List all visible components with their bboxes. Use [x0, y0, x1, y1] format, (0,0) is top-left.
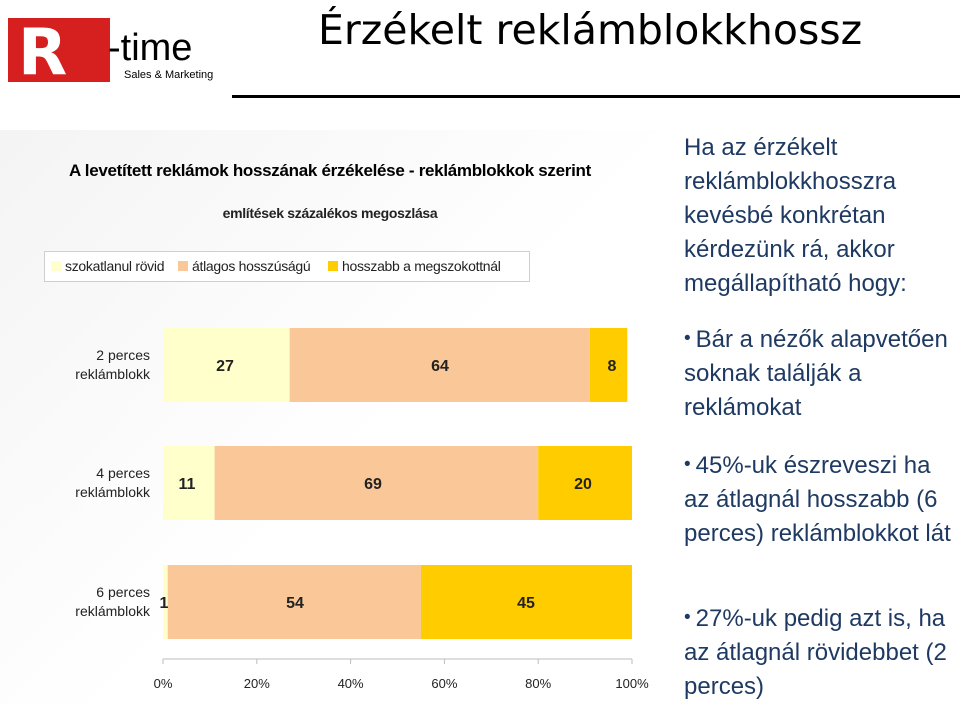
bullet-dot-icon: • — [684, 328, 691, 349]
x-tick-label: 100% — [615, 676, 649, 691]
legend-swatch-longer — [328, 261, 338, 271]
data-label: 8 — [608, 358, 617, 375]
data-label: 27 — [216, 358, 234, 375]
bullet-text: 45%-uk észreveszi ha az átlagnál hosszab… — [684, 452, 951, 547]
logo-tagline: Sales & Marketing — [124, 69, 213, 81]
logo-word: -time — [108, 27, 192, 69]
data-label: 1 — [160, 595, 169, 612]
logo-letter: R — [18, 18, 67, 82]
data-label: 20 — [574, 476, 592, 493]
x-tick-label: 0% — [154, 676, 173, 691]
bar-segment — [163, 565, 168, 639]
bullet-item: • Bár a nézők alapvetően soknak találják … — [684, 322, 960, 425]
legend-label-average: átlagos hosszúságú — [192, 258, 311, 274]
bar-segment — [538, 446, 632, 520]
category-label: 4 perces reklámblokk — [75, 465, 151, 500]
x-tick-label: 80% — [525, 676, 551, 691]
bar-segment — [163, 328, 290, 402]
bar-segment — [214, 446, 539, 520]
chart-legend: szokatlanul rövid átlagos hosszúságú hos… — [44, 251, 530, 282]
intro-text: Ha az érzékelt reklámblokkhosszra kevésb… — [684, 134, 907, 297]
legend-item-longer: hosszabb a megszokottnál — [328, 258, 501, 274]
x-tick-label: 40% — [338, 676, 364, 691]
data-label: 69 — [364, 476, 382, 493]
legend-item-average: átlagos hosszúságú — [178, 258, 311, 274]
x-tick-label: 60% — [431, 676, 457, 691]
data-label: 11 — [179, 476, 196, 493]
chart-subtitle: említések százalékos megoszlása — [222, 205, 438, 221]
r-time-logo: R -time Sales & Marketing — [8, 16, 230, 90]
bar-segment — [589, 328, 628, 402]
data-label: 64 — [431, 358, 449, 375]
data-label: 54 — [286, 595, 304, 612]
legend-swatch-average — [178, 261, 188, 271]
bullet-item: • 27%-uk pedig azt is, ha az átlagnál röv… — [684, 601, 960, 704]
legend-item-short: szokatlanul rövid — [51, 258, 164, 274]
category-label: 2 perces reklámblokk — [75, 347, 151, 382]
bullet-dot-icon: • — [684, 454, 691, 475]
bar-segment — [167, 565, 421, 639]
legend-label-short: szokatlanul rövid — [65, 258, 165, 274]
bullet-item: • 45%-uk észreveszi ha az átlagnál hossza… — [684, 448, 960, 551]
logo-graphic: R -time Sales & Marketing — [8, 16, 213, 90]
chart-title: A levetített reklámok hosszának érzékelé… — [69, 161, 591, 180]
data-label: 45 — [517, 595, 535, 612]
x-tick-label: 20% — [244, 676, 270, 691]
category-label: 6 perces reklámblokk — [75, 584, 151, 619]
bar-chart: 2 perces reklámblokk 4 perces reklámblokk 6 … — [75, 328, 649, 691]
bar-segment — [420, 565, 632, 639]
bullet-text: 27%-uk pedig azt is, ha az átlagnál rövi… — [684, 605, 947, 700]
bullet-text: Bár a nézők alapvetően soknak találják a… — [684, 326, 948, 421]
bullet-dot-icon: • — [684, 607, 691, 628]
logo-red-block — [8, 18, 110, 82]
legend-label-longer: hosszabb a megszokottnál — [342, 258, 501, 274]
bar-segment — [289, 328, 590, 402]
slide-title: Érzékelt reklámblokkhossz — [318, 6, 863, 54]
legend-swatch-short — [51, 261, 61, 271]
bar-segment — [163, 446, 215, 520]
title-divider — [232, 95, 960, 98]
